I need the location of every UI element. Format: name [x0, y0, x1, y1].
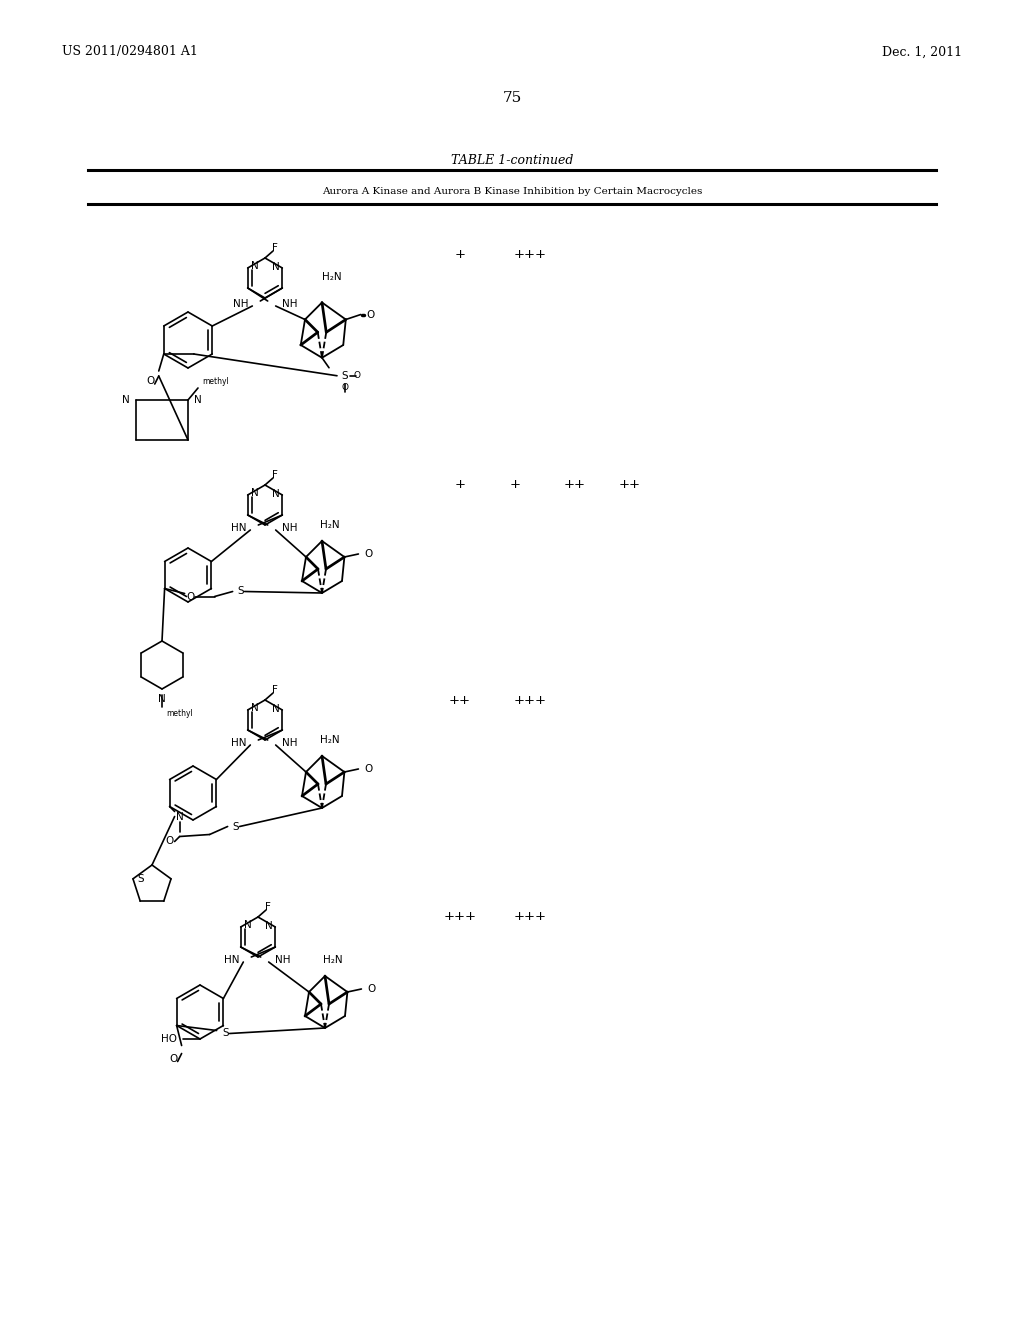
Text: +++: +++: [513, 911, 547, 924]
Text: O: O: [368, 983, 376, 994]
Text: N: N: [158, 694, 166, 704]
Text: F: F: [272, 243, 278, 253]
Text: O: O: [186, 591, 195, 602]
Text: N: N: [176, 812, 183, 821]
Text: O: O: [365, 549, 373, 558]
Text: HN: HN: [224, 954, 240, 965]
Text: O: O: [367, 309, 375, 319]
Text: +++: +++: [513, 693, 547, 706]
Text: H₂N: H₂N: [323, 272, 342, 281]
Text: TABLE 1-continued: TABLE 1-continued: [451, 153, 573, 166]
Text: US 2011/0294801 A1: US 2011/0294801 A1: [62, 45, 198, 58]
Text: +++: +++: [513, 248, 547, 261]
Text: +: +: [455, 248, 466, 261]
Text: HN: HN: [230, 738, 247, 748]
Text: +: +: [455, 479, 466, 491]
Text: HO: HO: [161, 1034, 177, 1044]
Text: ++: ++: [564, 479, 586, 491]
Text: NH: NH: [282, 523, 297, 533]
Text: +: +: [510, 479, 520, 491]
Text: N: N: [244, 920, 252, 931]
Text: methyl: methyl: [166, 709, 193, 718]
Text: N: N: [194, 395, 202, 405]
Text: ++: ++: [618, 479, 641, 491]
Text: H₂N: H₂N: [324, 954, 343, 965]
Text: ++: ++: [449, 693, 471, 706]
Text: F: F: [265, 902, 271, 912]
Text: S: S: [137, 874, 144, 884]
Text: O: O: [353, 371, 360, 380]
Text: Aurora A Kinase and Aurora B Kinase Inhibition by Certain Macrocycles: Aurora A Kinase and Aurora B Kinase Inhi…: [322, 186, 702, 195]
Text: NH: NH: [232, 300, 249, 309]
Text: Dec. 1, 2011: Dec. 1, 2011: [882, 45, 962, 58]
Text: N: N: [272, 488, 281, 499]
Text: HN: HN: [230, 523, 247, 533]
Text: S: S: [342, 371, 348, 380]
Text: O: O: [170, 1053, 178, 1064]
Text: N: N: [251, 261, 258, 271]
Text: N: N: [272, 261, 281, 272]
Text: +++: +++: [443, 911, 476, 924]
Text: N: N: [122, 395, 130, 405]
Text: S: S: [222, 1028, 229, 1039]
Text: O: O: [146, 376, 155, 385]
Text: N: N: [251, 488, 258, 498]
Text: O: O: [365, 764, 373, 774]
Text: NH: NH: [282, 738, 297, 748]
Text: NH: NH: [274, 954, 290, 965]
Text: H₂N: H₂N: [321, 520, 340, 531]
Text: NH: NH: [282, 300, 297, 309]
Text: methyl: methyl: [202, 378, 228, 387]
Text: F: F: [272, 685, 278, 696]
Text: O: O: [341, 383, 348, 392]
Text: N: N: [272, 704, 281, 714]
Text: H₂N: H₂N: [321, 735, 340, 744]
Text: O: O: [166, 837, 174, 846]
Text: N: N: [265, 921, 273, 931]
Text: 75: 75: [503, 91, 521, 106]
Text: F: F: [272, 470, 278, 480]
Text: S: S: [238, 586, 244, 597]
Text: N: N: [251, 704, 258, 713]
Text: S: S: [232, 821, 239, 832]
